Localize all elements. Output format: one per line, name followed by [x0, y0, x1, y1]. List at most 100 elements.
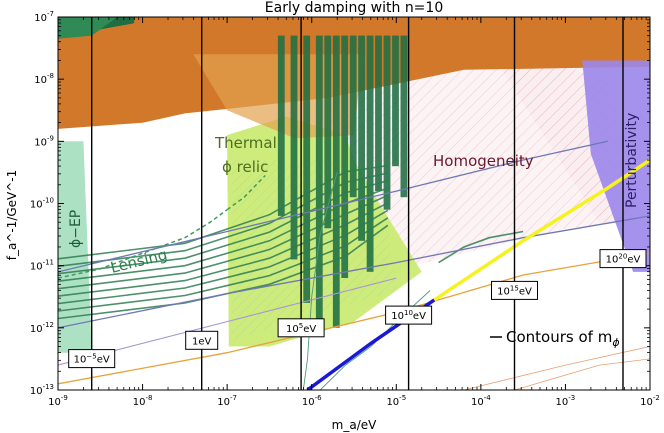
x-tick-label: 10-5	[386, 394, 406, 408]
x-tick-base: 10	[386, 397, 399, 408]
x-tick-exp: -7	[230, 394, 237, 402]
x-tick-base: 10	[48, 397, 61, 408]
y-tick-exp: -10	[43, 197, 54, 205]
spike-bar	[303, 35, 311, 303]
spike-bar	[290, 35, 298, 260]
contour-label-text: 105eV	[286, 322, 316, 335]
contour-label: 10−5eV	[68, 349, 116, 369]
contour-label-box	[68, 349, 116, 369]
contour-label-exp: 5	[299, 322, 303, 330]
contour-label-box	[491, 280, 538, 300]
x-tick-exp: -6	[315, 394, 323, 402]
y-tick-base: 10	[34, 13, 47, 24]
x-tick-exp: -8	[145, 394, 152, 402]
plot-area	[58, 17, 650, 390]
lensing-dashed	[58, 209, 228, 279]
x-tick-base: 10	[133, 397, 146, 408]
dark-green-spikes	[277, 35, 408, 328]
contour-label: 1eV	[185, 330, 219, 350]
spike-bar	[315, 35, 323, 322]
contour-label-text: 1015eV	[497, 284, 532, 297]
x-tick-base: 10	[471, 397, 484, 408]
contour-label-exp: 20	[618, 253, 627, 261]
contour-label-unit: eV	[413, 311, 426, 322]
y-tick-base: 10	[30, 324, 43, 335]
lensing-contour	[58, 164, 388, 260]
contour-label-text: 1eV	[192, 336, 212, 347]
y-tick-label: 10-11	[30, 259, 54, 273]
lensing-contour	[58, 194, 389, 290]
spike-bar	[383, 35, 391, 210]
spike-bar	[324, 35, 332, 229]
x-tick-exp: -5	[399, 394, 406, 402]
y-tick-label: 10-8	[34, 72, 54, 86]
contour-label-base: 1eV	[192, 336, 212, 347]
contour-label-text: 1020eV	[606, 253, 641, 266]
y-tick-exp: -12	[43, 321, 54, 329]
y-axis-label: f_a^-1/GeV^-1	[5, 170, 19, 261]
lensing-contour	[58, 172, 388, 268]
contours-label-sub: ϕ	[612, 336, 619, 349]
x-tick-base: 10	[302, 397, 315, 408]
perturbativity-label: Perturbativity	[624, 113, 640, 208]
x-tick-label: 10-2	[640, 394, 660, 408]
contour-label-unit: eV	[627, 255, 640, 266]
x-tick-exp: -9	[61, 394, 68, 402]
x-axis-label: m_a/eV	[332, 418, 377, 432]
phi-ep-label: ϕ−EP	[68, 210, 84, 248]
lensing-contour	[58, 209, 389, 305]
spike-bar	[332, 35, 340, 328]
contour-label-unit: eV	[97, 355, 110, 366]
x-tick-label: 10-4	[471, 394, 491, 408]
contour-label-exp: 10	[404, 309, 413, 317]
y-tick-exp: -11	[43, 259, 54, 267]
homogeneity-label: Homogeneity	[433, 152, 534, 170]
contour-label-base: 10	[606, 255, 619, 266]
y-tick-base: 10	[30, 262, 43, 273]
contour-label: 1015eV	[491, 280, 538, 300]
contours-label: Contours of mϕ	[506, 328, 620, 349]
contour-label-text: 10−5eV	[74, 353, 110, 366]
lensing-contour	[58, 179, 389, 275]
lensing-contour	[58, 187, 389, 282]
x-tick-label: 10-3	[556, 394, 576, 408]
contour-label-base: 10	[286, 324, 299, 335]
y-tick-label: 10-7	[34, 10, 54, 24]
x-tick-base: 10	[217, 397, 230, 408]
y-tick-label: 10-12	[30, 321, 54, 335]
lensing-contour	[58, 202, 389, 297]
lensing-contour	[58, 224, 389, 320]
contour-label-unit: eV	[303, 324, 316, 335]
contour-label-exp: 15	[510, 284, 519, 292]
spike-bar	[358, 35, 365, 241]
y-tick-exp: -8	[47, 72, 54, 80]
y-tick-base: 10	[30, 386, 43, 397]
contour-label-exp: −5	[86, 353, 96, 361]
contour-label-box	[599, 249, 647, 269]
lensing-contour	[58, 217, 389, 312]
contour-label-box	[277, 318, 325, 338]
chart-title: Early damping with n=10	[265, 0, 443, 16]
x-tick-label: 10-7	[217, 394, 237, 408]
y-tick-label: 10-10	[30, 197, 54, 211]
contour-label-text: 1010eV	[391, 309, 426, 322]
contour-label-unit: eV	[519, 286, 532, 297]
thermal-label-line2: ϕ relic	[222, 158, 268, 176]
y-tick-base: 10	[34, 137, 47, 148]
spike-bar	[375, 35, 382, 191]
lensing-right-arm	[438, 230, 524, 264]
spike-bar	[400, 35, 408, 198]
thermal-label-line1: Thermal	[214, 134, 277, 152]
x-tick-base: 10	[556, 397, 569, 408]
y-tick-label: 10-9	[34, 134, 54, 148]
x-tick-label: 10-9	[48, 394, 68, 408]
contours-label-text: Contours of m	[506, 328, 612, 346]
x-tick-exp: -2	[653, 394, 660, 402]
spike-bar	[366, 35, 374, 272]
contour-label: 1010eV	[385, 305, 433, 325]
contour-label-base: 10	[497, 286, 510, 297]
x-tick-label: 10-8	[133, 394, 153, 408]
y-tick-exp: -9	[47, 134, 54, 142]
x-tick-exp: -3	[568, 394, 575, 402]
